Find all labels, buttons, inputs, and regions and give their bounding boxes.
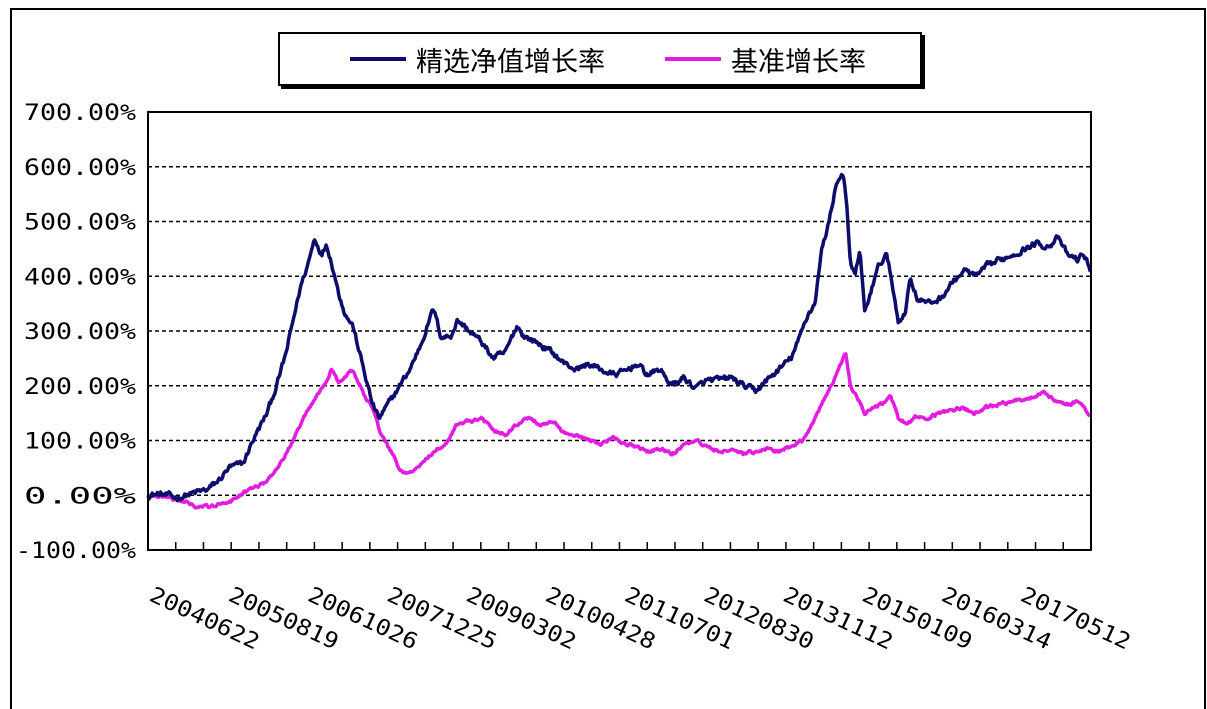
- y-tick-label: 300.00%: [24, 320, 136, 345]
- legend-line-benchmark: [665, 57, 721, 61]
- y-tick-label: 0.00%: [24, 484, 136, 509]
- series-lines: [146, 172, 1092, 510]
- benchmark-line: [147, 352, 1092, 510]
- x-axis-ticks: 2004062220050819200610262007122520090302…: [145, 542, 1134, 655]
- legend-line-fund: [350, 57, 406, 61]
- legend-label-fund: 精选净值增长率: [416, 46, 605, 78]
- legend-label-benchmark: 基准增长率: [731, 46, 866, 78]
- y-tick-label: 600.00%: [24, 156, 136, 181]
- y-tick-label: 700.00%: [24, 101, 136, 126]
- legend-item-benchmark: 基准增长率: [665, 34, 866, 84]
- y-tick-label: 200.00%: [24, 375, 136, 400]
- legend: 精选净值增长率 基准增长率: [278, 32, 922, 86]
- chart-frame: [10, 8, 1206, 709]
- y-tick-label: 100.00%: [24, 430, 136, 455]
- fund-nav-line: [146, 172, 1092, 503]
- y-axis-ticks: 700.00% 600.00% 500.00% 400.00% 300.00% 200.0…: [16, 101, 136, 564]
- y-tick-label: 500.00%: [24, 211, 136, 236]
- y-tick-label: 400.00%: [24, 265, 136, 290]
- plot-area-border: [147, 111, 1092, 551]
- legend-item-fund: 精选净值增长率: [350, 34, 605, 84]
- y-tick-label: -100.00%: [16, 539, 136, 564]
